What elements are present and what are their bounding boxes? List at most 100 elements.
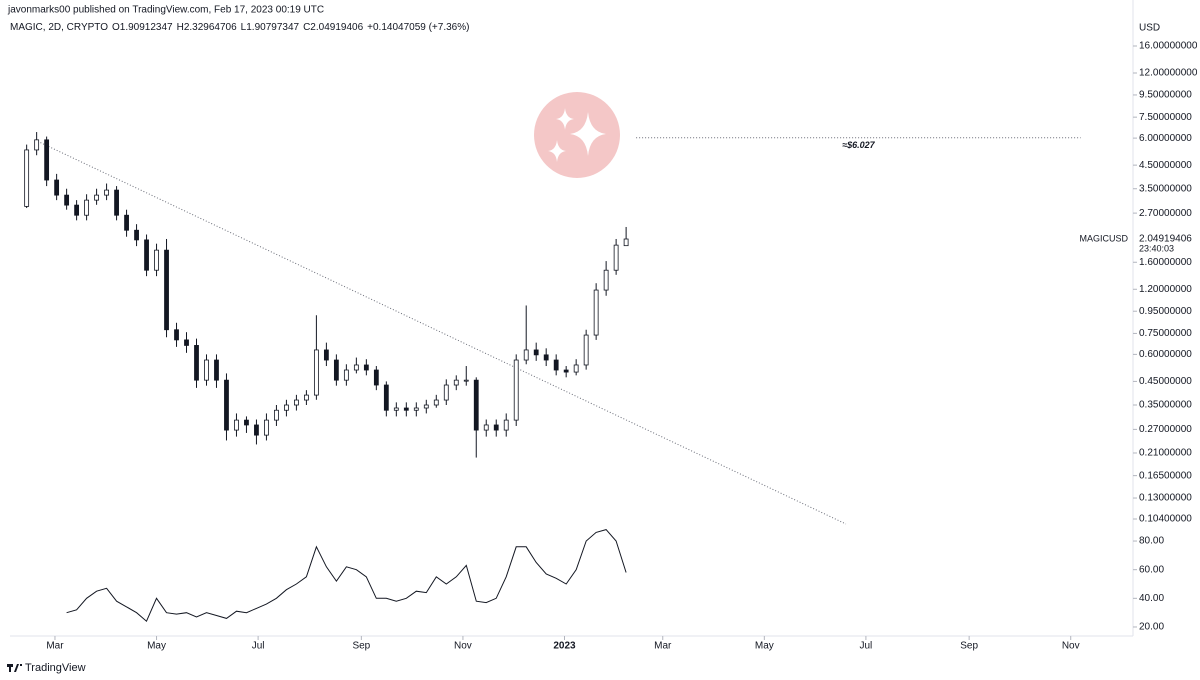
candle-body [353, 364, 359, 371]
y-tick-label: 2.70000000 [1139, 208, 1192, 219]
candle-body [114, 189, 119, 216]
candle-body [313, 349, 319, 396]
candle-body [124, 214, 129, 231]
y-tick-label: 0.27000000 [1139, 424, 1192, 435]
legend: MAGIC, 2D, CRYPTO O1.90912347 H2.32964706 L… [10, 22, 469, 33]
publisher-line: javonmarks00 published on TradingView.co… [7, 5, 324, 16]
x-tick-label: Mar [654, 641, 672, 652]
x-tick-label: Sep [352, 641, 370, 652]
candle-body [583, 334, 589, 366]
candle-body [603, 269, 609, 291]
watermark [534, 92, 620, 178]
candle-body [24, 149, 30, 207]
y-tick-label: 0.45000000 [1139, 376, 1192, 387]
candle-body [194, 345, 199, 381]
y-tick-label: 0.35000000 [1139, 400, 1192, 411]
currency-label: USD [1139, 23, 1160, 34]
indicator-tick-label: 60.00 [1139, 564, 1164, 575]
y-tick-label: 0.75000000 [1139, 328, 1192, 339]
candle-body [244, 419, 249, 426]
legend-item: L1.90797347 [240, 22, 300, 33]
candle-body [44, 139, 50, 181]
candle-body [284, 404, 289, 411]
candle-body [493, 424, 499, 431]
x-tick-label: Nov [1062, 641, 1080, 652]
candle-body [363, 364, 369, 371]
symbol-label: MAGICUSD [1079, 233, 1128, 243]
candle-body [104, 189, 109, 196]
candle-body [473, 379, 479, 431]
legend-item: MAGIC, 2D, CRYPTO [10, 22, 108, 33]
countdown: 23:40:03 [1139, 243, 1174, 253]
y-tick-label: 0.60000000 [1139, 349, 1192, 360]
target-label: ≈$6.027 [842, 140, 875, 150]
y-tick-label: 7.50000000 [1139, 112, 1192, 123]
indicator-tick-label: 80.00 [1139, 536, 1164, 547]
x-tick-label: May [147, 641, 166, 652]
candle-body [413, 407, 419, 411]
candle-body [373, 369, 379, 386]
y-tick-label: 0.95000000 [1139, 306, 1192, 317]
indicator-tick-label: 40.00 [1139, 593, 1164, 604]
x-tick-label: Nov [454, 641, 472, 652]
indicator-line [66, 529, 627, 623]
candle-body [204, 359, 209, 381]
candle-body [294, 399, 299, 406]
candle-body [453, 379, 459, 386]
candle-body [563, 369, 569, 373]
candle-body [54, 179, 60, 196]
x-tick-label: Sep [960, 641, 978, 652]
legend-item: +0.14047059 (+7.36%) [367, 22, 470, 33]
candle-body [254, 424, 259, 436]
trendline [34, 139, 847, 525]
candle-body [333, 359, 339, 381]
x-tick-label: Jul [860, 641, 873, 652]
candle-body [523, 349, 529, 361]
y-tick-label: 0.13000000 [1139, 493, 1192, 504]
candle-body [304, 394, 309, 401]
candle-body [503, 419, 509, 431]
candle-body [214, 359, 219, 381]
y-tick-label: 0.16500000 [1139, 470, 1192, 481]
y-tick-label: 4.50000000 [1139, 160, 1192, 171]
y-tick-label: 16.00000000 [1139, 41, 1198, 52]
candle-body [463, 379, 469, 382]
y-tick-label: 0.21000000 [1139, 448, 1192, 459]
x-tick-label: Jul [252, 641, 265, 652]
candle-body [184, 339, 189, 346]
candle-body [224, 379, 229, 431]
candle-body [134, 229, 139, 241]
candle-body [613, 244, 619, 271]
candle-body [154, 249, 159, 271]
candle-body [84, 199, 89, 216]
candle-body [443, 384, 449, 401]
legend-item: C2.04919406 [303, 22, 364, 33]
candle-body [74, 204, 80, 216]
y-tick-label: 1.60000000 [1139, 257, 1192, 268]
candle-body [553, 359, 559, 371]
candle-body [433, 399, 439, 406]
x-tick-label: May [755, 641, 774, 652]
candle-body [264, 419, 269, 436]
candle-body [513, 359, 519, 421]
candle-body [403, 407, 409, 411]
candle-body [483, 424, 489, 431]
legend-item: O1.90912347 [111, 22, 173, 33]
y-tick-label: 6.00000000 [1139, 133, 1192, 144]
y-tick-label: 12.00000000 [1139, 68, 1198, 79]
candle-body [274, 409, 279, 421]
legend-item: H2.32964706 [176, 22, 237, 33]
brand-logo [7, 664, 22, 672]
indicator-tick-label: 20.00 [1139, 622, 1164, 633]
brand-name: TradingView [25, 662, 86, 674]
candle-body [393, 407, 399, 411]
candle-body [623, 238, 629, 247]
y-tick-label: 1.20000000 [1139, 284, 1192, 295]
candle-body [323, 349, 329, 361]
x-tick-label: Mar [46, 641, 64, 652]
candle-body [64, 194, 70, 206]
candle-body [164, 249, 169, 331]
candle-body [383, 384, 389, 411]
